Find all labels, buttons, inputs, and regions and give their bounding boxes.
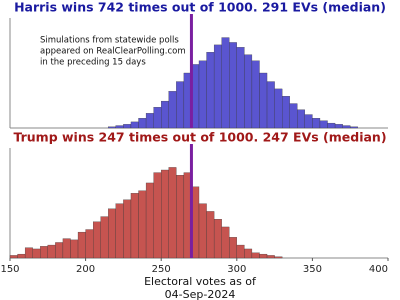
histogram-bar — [161, 169, 169, 259]
x-tick-label: 150 — [0, 264, 19, 275]
annotation: in the preceding 15 days — [40, 58, 146, 68]
histogram-bar — [266, 255, 275, 259]
histogram-bar — [115, 125, 124, 129]
histogram-bar — [32, 248, 41, 259]
histogram-bar — [176, 175, 185, 259]
histogram-bar — [47, 244, 56, 259]
histogram-bar — [145, 113, 154, 129]
histogram-bar — [259, 72, 268, 129]
x-tick-label: 200 — [76, 264, 95, 275]
histogram-bar — [274, 256, 283, 259]
x-tick-label: 400 — [369, 264, 388, 275]
histogram-bar — [289, 103, 298, 129]
histogram-bar — [70, 239, 79, 259]
x-axis-label: Electoral votes as of — [144, 275, 257, 288]
histogram-bar — [304, 114, 313, 129]
histogram-bar — [229, 42, 237, 129]
histogram-bar — [342, 125, 351, 129]
histogram-bar — [206, 52, 215, 129]
annotation: Simulations from statewide polls — [40, 36, 179, 46]
histogram-bar — [244, 248, 253, 259]
histogram-bar — [62, 238, 71, 259]
histogram-bar — [9, 255, 18, 259]
histogram-bar — [55, 242, 64, 259]
histogram-bar — [327, 122, 336, 129]
histogram-bar — [251, 60, 260, 129]
histogram-bar — [168, 167, 177, 259]
histogram-bar — [206, 211, 215, 259]
histogram-bar — [130, 193, 139, 259]
x-tick-label: 300 — [227, 264, 246, 275]
histogram-bar — [176, 81, 185, 129]
histogram-bar — [93, 221, 101, 259]
chart-title: Trump wins 247 times out of 1000. 247 EV… — [13, 130, 386, 145]
histogram-bar — [130, 121, 139, 129]
histogram-bar — [213, 219, 222, 259]
histogram-bar — [145, 182, 154, 259]
histogram-bar — [229, 237, 237, 259]
histogram-bar — [350, 126, 358, 129]
histogram-bar — [221, 37, 230, 129]
histogram-bar — [24, 247, 33, 259]
histogram-bar — [115, 203, 124, 259]
histogram-bar — [77, 231, 86, 259]
histogram-bar — [244, 54, 253, 129]
histogram-bar — [123, 124, 132, 129]
histogram-bar — [334, 124, 343, 129]
histogram-bar — [153, 172, 162, 259]
histogram-bar — [108, 208, 116, 259]
histogram-bar — [198, 203, 207, 259]
histogram-bar — [168, 91, 177, 129]
histogram-bar — [138, 190, 147, 259]
histogram-bar — [282, 96, 290, 129]
histogram-bar — [17, 253, 26, 259]
histogram-bar — [274, 88, 283, 129]
histogram-bar — [236, 47, 245, 129]
histogram-bar — [266, 81, 275, 129]
x-tick-label: 250 — [152, 264, 171, 275]
histogram-bar — [123, 199, 132, 259]
histogram-bar — [236, 244, 245, 259]
histogram-bar — [161, 100, 169, 129]
histogram-bar — [213, 44, 222, 129]
histogram-bar — [108, 126, 116, 129]
histogram-bar — [312, 118, 321, 129]
histogram-bar — [221, 226, 230, 259]
histogram-bar — [85, 229, 94, 259]
histogram-bar — [198, 60, 207, 129]
histogram-bar — [138, 118, 147, 129]
chart-title: Harris wins 742 times out of 1000. 291 E… — [14, 0, 386, 15]
histogram-bar — [251, 252, 260, 259]
histogram-bar — [40, 246, 48, 259]
x-tick-label: 350 — [303, 264, 322, 275]
histogram-bar — [100, 216, 109, 259]
x-axis-label: 04-Sep-2024 — [165, 288, 236, 300]
annotation: appeared on RealClearPolling.com — [40, 47, 186, 57]
histogram-bar — [153, 107, 162, 129]
histogram-bar — [297, 109, 305, 129]
histogram-bar — [319, 120, 328, 129]
histogram-bar — [259, 253, 268, 259]
